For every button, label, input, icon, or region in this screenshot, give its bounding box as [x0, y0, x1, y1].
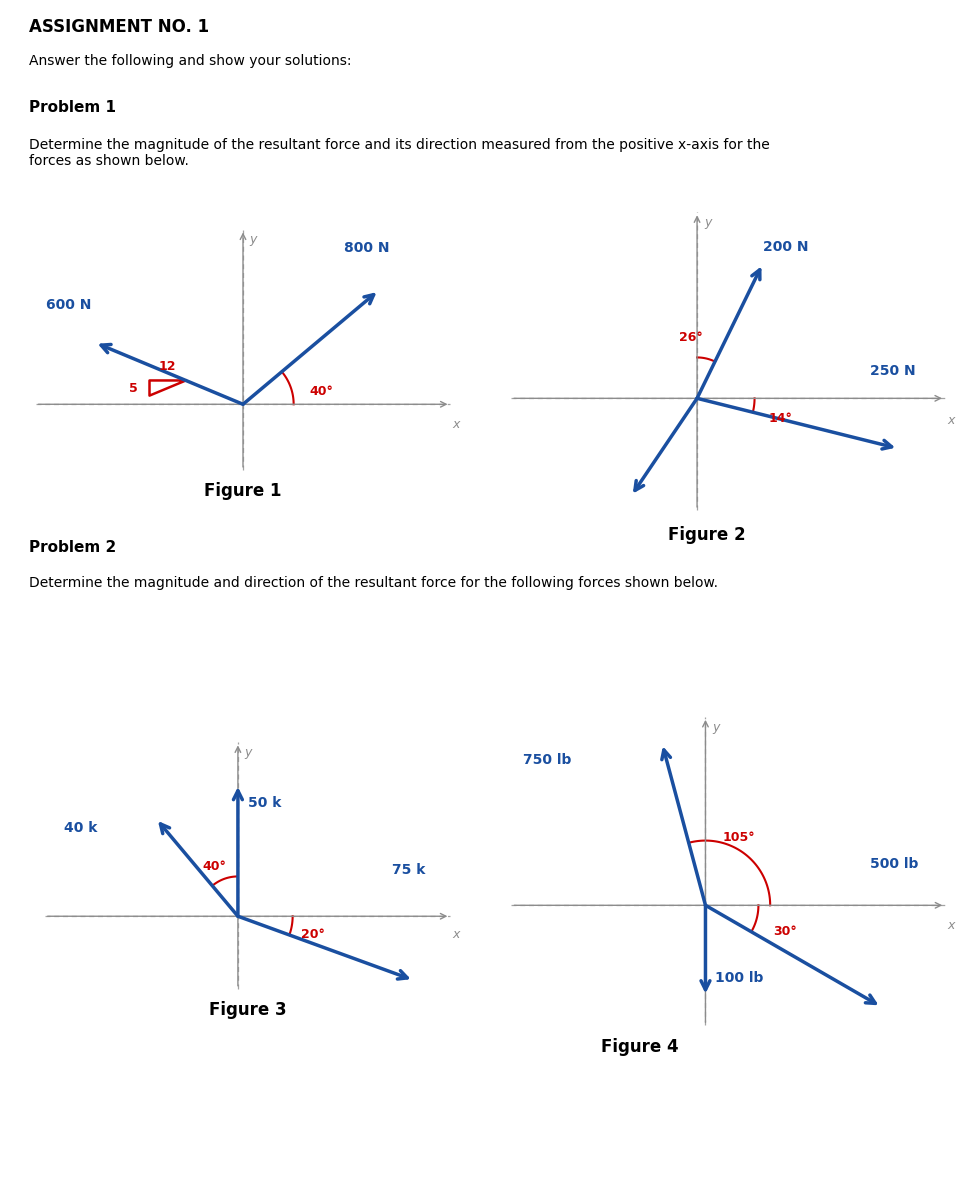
- Text: x: x: [452, 928, 460, 941]
- Text: 5: 5: [129, 382, 138, 395]
- Text: Answer the following and show your solutions:: Answer the following and show your solut…: [29, 54, 352, 68]
- Text: 500 lb: 500 lb: [870, 857, 919, 871]
- Text: Figure 4: Figure 4: [601, 1038, 678, 1056]
- Text: 20°: 20°: [300, 928, 325, 941]
- Text: 26°: 26°: [679, 331, 703, 343]
- Text: 800 N: 800 N: [344, 241, 390, 256]
- Text: y: y: [712, 721, 720, 734]
- Text: Figure 2: Figure 2: [668, 526, 746, 544]
- Text: 75 k: 75 k: [392, 864, 426, 877]
- Text: 14°: 14°: [769, 412, 793, 425]
- Text: y: y: [244, 746, 251, 760]
- Text: y: y: [250, 233, 258, 246]
- Text: x: x: [948, 919, 955, 932]
- Text: 40°: 40°: [203, 860, 226, 874]
- Text: 600 N: 600 N: [46, 298, 91, 312]
- Text: 250 N: 250 N: [870, 365, 916, 378]
- Text: 40°: 40°: [310, 384, 333, 397]
- Text: 50 k: 50 k: [248, 796, 281, 810]
- Text: Determine the magnitude and direction of the resultant force for the following f: Determine the magnitude and direction of…: [29, 576, 718, 590]
- Text: 105°: 105°: [723, 832, 755, 844]
- Text: 100 lb: 100 lb: [714, 971, 763, 985]
- Text: Determine the magnitude of the resultant force and its direction measured from t: Determine the magnitude of the resultant…: [29, 138, 770, 168]
- Text: Figure 1: Figure 1: [204, 481, 282, 499]
- Text: Problem 1: Problem 1: [29, 100, 117, 114]
- Text: Figure 3: Figure 3: [209, 1001, 287, 1019]
- Text: Problem 2: Problem 2: [29, 540, 117, 554]
- Text: y: y: [705, 216, 712, 229]
- Text: 200 N: 200 N: [763, 240, 809, 254]
- Text: x: x: [948, 414, 955, 427]
- Text: 750 lb: 750 lb: [523, 754, 572, 767]
- Text: ASSIGNMENT NO. 1: ASSIGNMENT NO. 1: [29, 18, 209, 36]
- Text: 40 k: 40 k: [64, 821, 97, 835]
- Text: 30°: 30°: [774, 925, 797, 938]
- Text: x: x: [453, 418, 460, 431]
- Text: 12: 12: [159, 360, 177, 372]
